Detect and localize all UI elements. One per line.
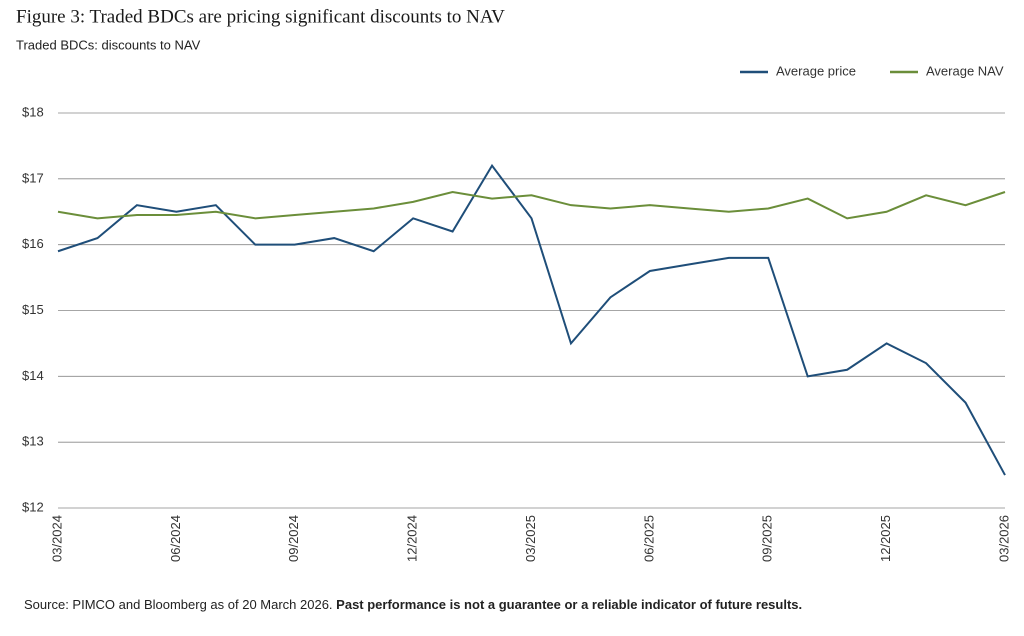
source-text: Source: PIMCO and Bloomberg as of 20 Mar… xyxy=(24,597,333,612)
x-tick-label: 06/2024 xyxy=(168,515,183,562)
x-tick-label: 12/2024 xyxy=(405,515,420,562)
x-tick-label: 12/2025 xyxy=(878,515,893,562)
y-tick-label: $17 xyxy=(22,170,44,185)
y-tick-label: $12 xyxy=(22,499,44,514)
y-tick-label: $13 xyxy=(22,434,44,449)
y-tick-label: $15 xyxy=(22,302,44,317)
x-tick-label: 06/2025 xyxy=(641,515,656,562)
legend-label: Average price xyxy=(776,63,856,78)
chart-subtitle: Traded BDCs: discounts to NAV xyxy=(16,37,201,52)
source: Source: PIMCO and Bloomberg as of 20 Mar… xyxy=(24,597,802,612)
y-tick-label: $16 xyxy=(22,236,44,251)
legend-label: Average NAV xyxy=(926,63,1004,78)
x-tick-label: 03/2024 xyxy=(49,515,64,562)
x-tick-label: 03/2025 xyxy=(523,515,538,562)
line-series xyxy=(57,190,1006,220)
x-tick-label: 09/2025 xyxy=(760,515,775,562)
line-series xyxy=(57,163,1006,476)
source-note: Past performance is not a guarantee or a… xyxy=(336,597,802,612)
x-tick-label: 09/2024 xyxy=(286,515,301,562)
x-tick-label: 03/2026 xyxy=(996,515,1011,562)
y-tick-label: $14 xyxy=(22,368,44,383)
chart-title: Figure 3: Traded BDCs are pricing signif… xyxy=(16,6,505,27)
y-tick-label: $18 xyxy=(22,104,44,119)
